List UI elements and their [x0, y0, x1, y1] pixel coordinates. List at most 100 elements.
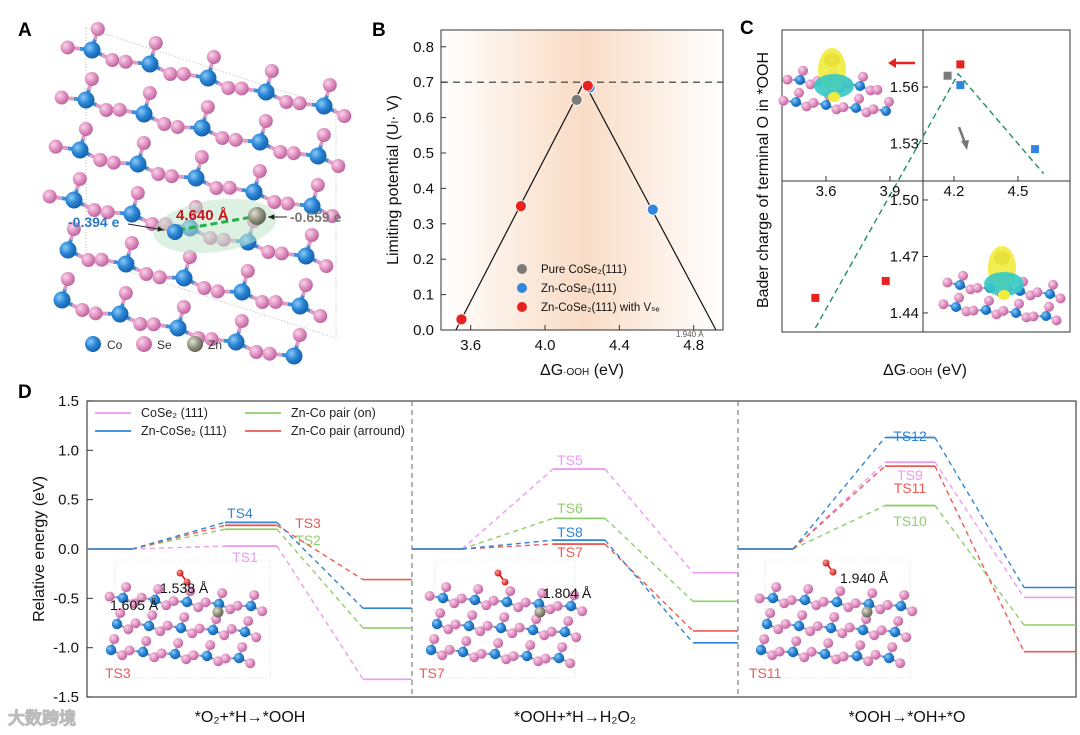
se-atom [819, 597, 829, 607]
data-point [571, 94, 582, 105]
co-atom [298, 248, 315, 265]
co-atom [432, 619, 442, 629]
x-tick-label: 3.6 [816, 183, 837, 200]
se-atom [81, 253, 95, 267]
co-atom-highlight [167, 224, 183, 240]
x-tick-label: 4.4 [609, 337, 630, 354]
se-atom [237, 642, 247, 652]
co-atom [54, 292, 71, 309]
se-atom [797, 610, 807, 620]
data-point [647, 204, 658, 215]
se-atom [445, 645, 455, 655]
se-atom [851, 598, 861, 608]
y-axis-label: Relative energy (eV) [31, 476, 48, 622]
co-atom [1011, 308, 1021, 318]
se-atom [877, 625, 887, 635]
se-atom [499, 612, 509, 622]
ts-label: TS4 [227, 505, 253, 521]
y-tick-label: 0.8 [413, 39, 434, 56]
inset-ts-label: TS7 [419, 665, 445, 681]
se-atom [782, 75, 792, 85]
se-atom [467, 610, 477, 620]
co-atom [896, 601, 906, 611]
se-atom [895, 658, 905, 668]
co-atom [458, 647, 468, 657]
legend-label: CoSe₂ (111) [141, 406, 208, 420]
se-atom [255, 295, 269, 309]
data-point [515, 201, 526, 212]
co-atom [310, 148, 327, 165]
co-atom [502, 597, 512, 607]
zn-atom [862, 607, 873, 618]
co-atom [138, 647, 148, 657]
se-atom [884, 97, 894, 107]
y-tick-label: 0.3 [413, 216, 434, 233]
x-tick-label: 4.0 [535, 337, 556, 354]
y-axis-label: Limiting potential (Uₗ· V) [385, 95, 402, 265]
co-atom [234, 653, 244, 663]
se-atom [299, 278, 313, 292]
se-atom [565, 658, 575, 668]
se-atom [791, 636, 801, 646]
se-atom [133, 317, 147, 331]
co-atom [144, 621, 154, 631]
co-atom [176, 623, 186, 633]
inset-ts-label: TS11 [749, 665, 782, 681]
se-atom [171, 120, 185, 134]
se-atom [305, 228, 319, 242]
zn-atom [248, 207, 266, 225]
x-tick-label: 4.5 [1008, 183, 1029, 200]
co-atom [182, 597, 192, 607]
co-atom [800, 595, 810, 605]
se-atom [807, 647, 817, 657]
se-atom [553, 601, 563, 611]
se-atom [907, 606, 917, 616]
y-tick-label: -0.5 [53, 590, 79, 607]
co-atom [84, 42, 101, 59]
se-atom [153, 270, 167, 284]
legend-label: Pure CoSe₂(111) [541, 264, 627, 276]
ts-label: TS10 [893, 513, 927, 529]
y-tick-label: 1.44 [890, 305, 919, 322]
co-atom [66, 192, 83, 209]
co-atom [1041, 311, 1051, 321]
panel-label-c: C [740, 18, 754, 39]
se-atom [163, 621, 173, 631]
o-atom [830, 569, 837, 576]
se-atom [823, 638, 833, 648]
se-atom [958, 271, 968, 281]
co-atom [881, 106, 891, 116]
se-atom [217, 588, 227, 598]
distance-label: 1.804 Å [543, 585, 592, 601]
ts-label: TS12 [893, 428, 927, 444]
stray-annotation: 1.940 Å [676, 330, 704, 339]
legend-label: Zn-Co pair (on) [291, 406, 376, 420]
legend-marker [517, 283, 527, 293]
o-atom [502, 579, 509, 586]
se-atom [899, 590, 909, 600]
se-atom [435, 608, 445, 618]
se-atom [169, 596, 179, 606]
ts-label: TS11 [894, 480, 927, 496]
co-atom [496, 623, 506, 633]
co-atom [118, 256, 135, 273]
se-atom [293, 328, 307, 342]
se-atom [177, 67, 191, 81]
se-atom [233, 601, 243, 611]
se-atom [61, 272, 75, 286]
se-atom [457, 593, 467, 603]
se-atom [525, 640, 535, 650]
co-atom [202, 651, 212, 661]
co-atom [791, 97, 801, 107]
se-atom [263, 347, 277, 361]
co-legend-icon [85, 336, 101, 352]
y-tick-label: 0.1 [413, 287, 434, 304]
se-atom [451, 619, 461, 629]
se-atom [173, 638, 183, 648]
se-atom [275, 246, 289, 260]
co-atom [858, 625, 868, 635]
se-atom [808, 98, 818, 108]
se-atom [1056, 293, 1066, 303]
co-atom [136, 106, 153, 123]
